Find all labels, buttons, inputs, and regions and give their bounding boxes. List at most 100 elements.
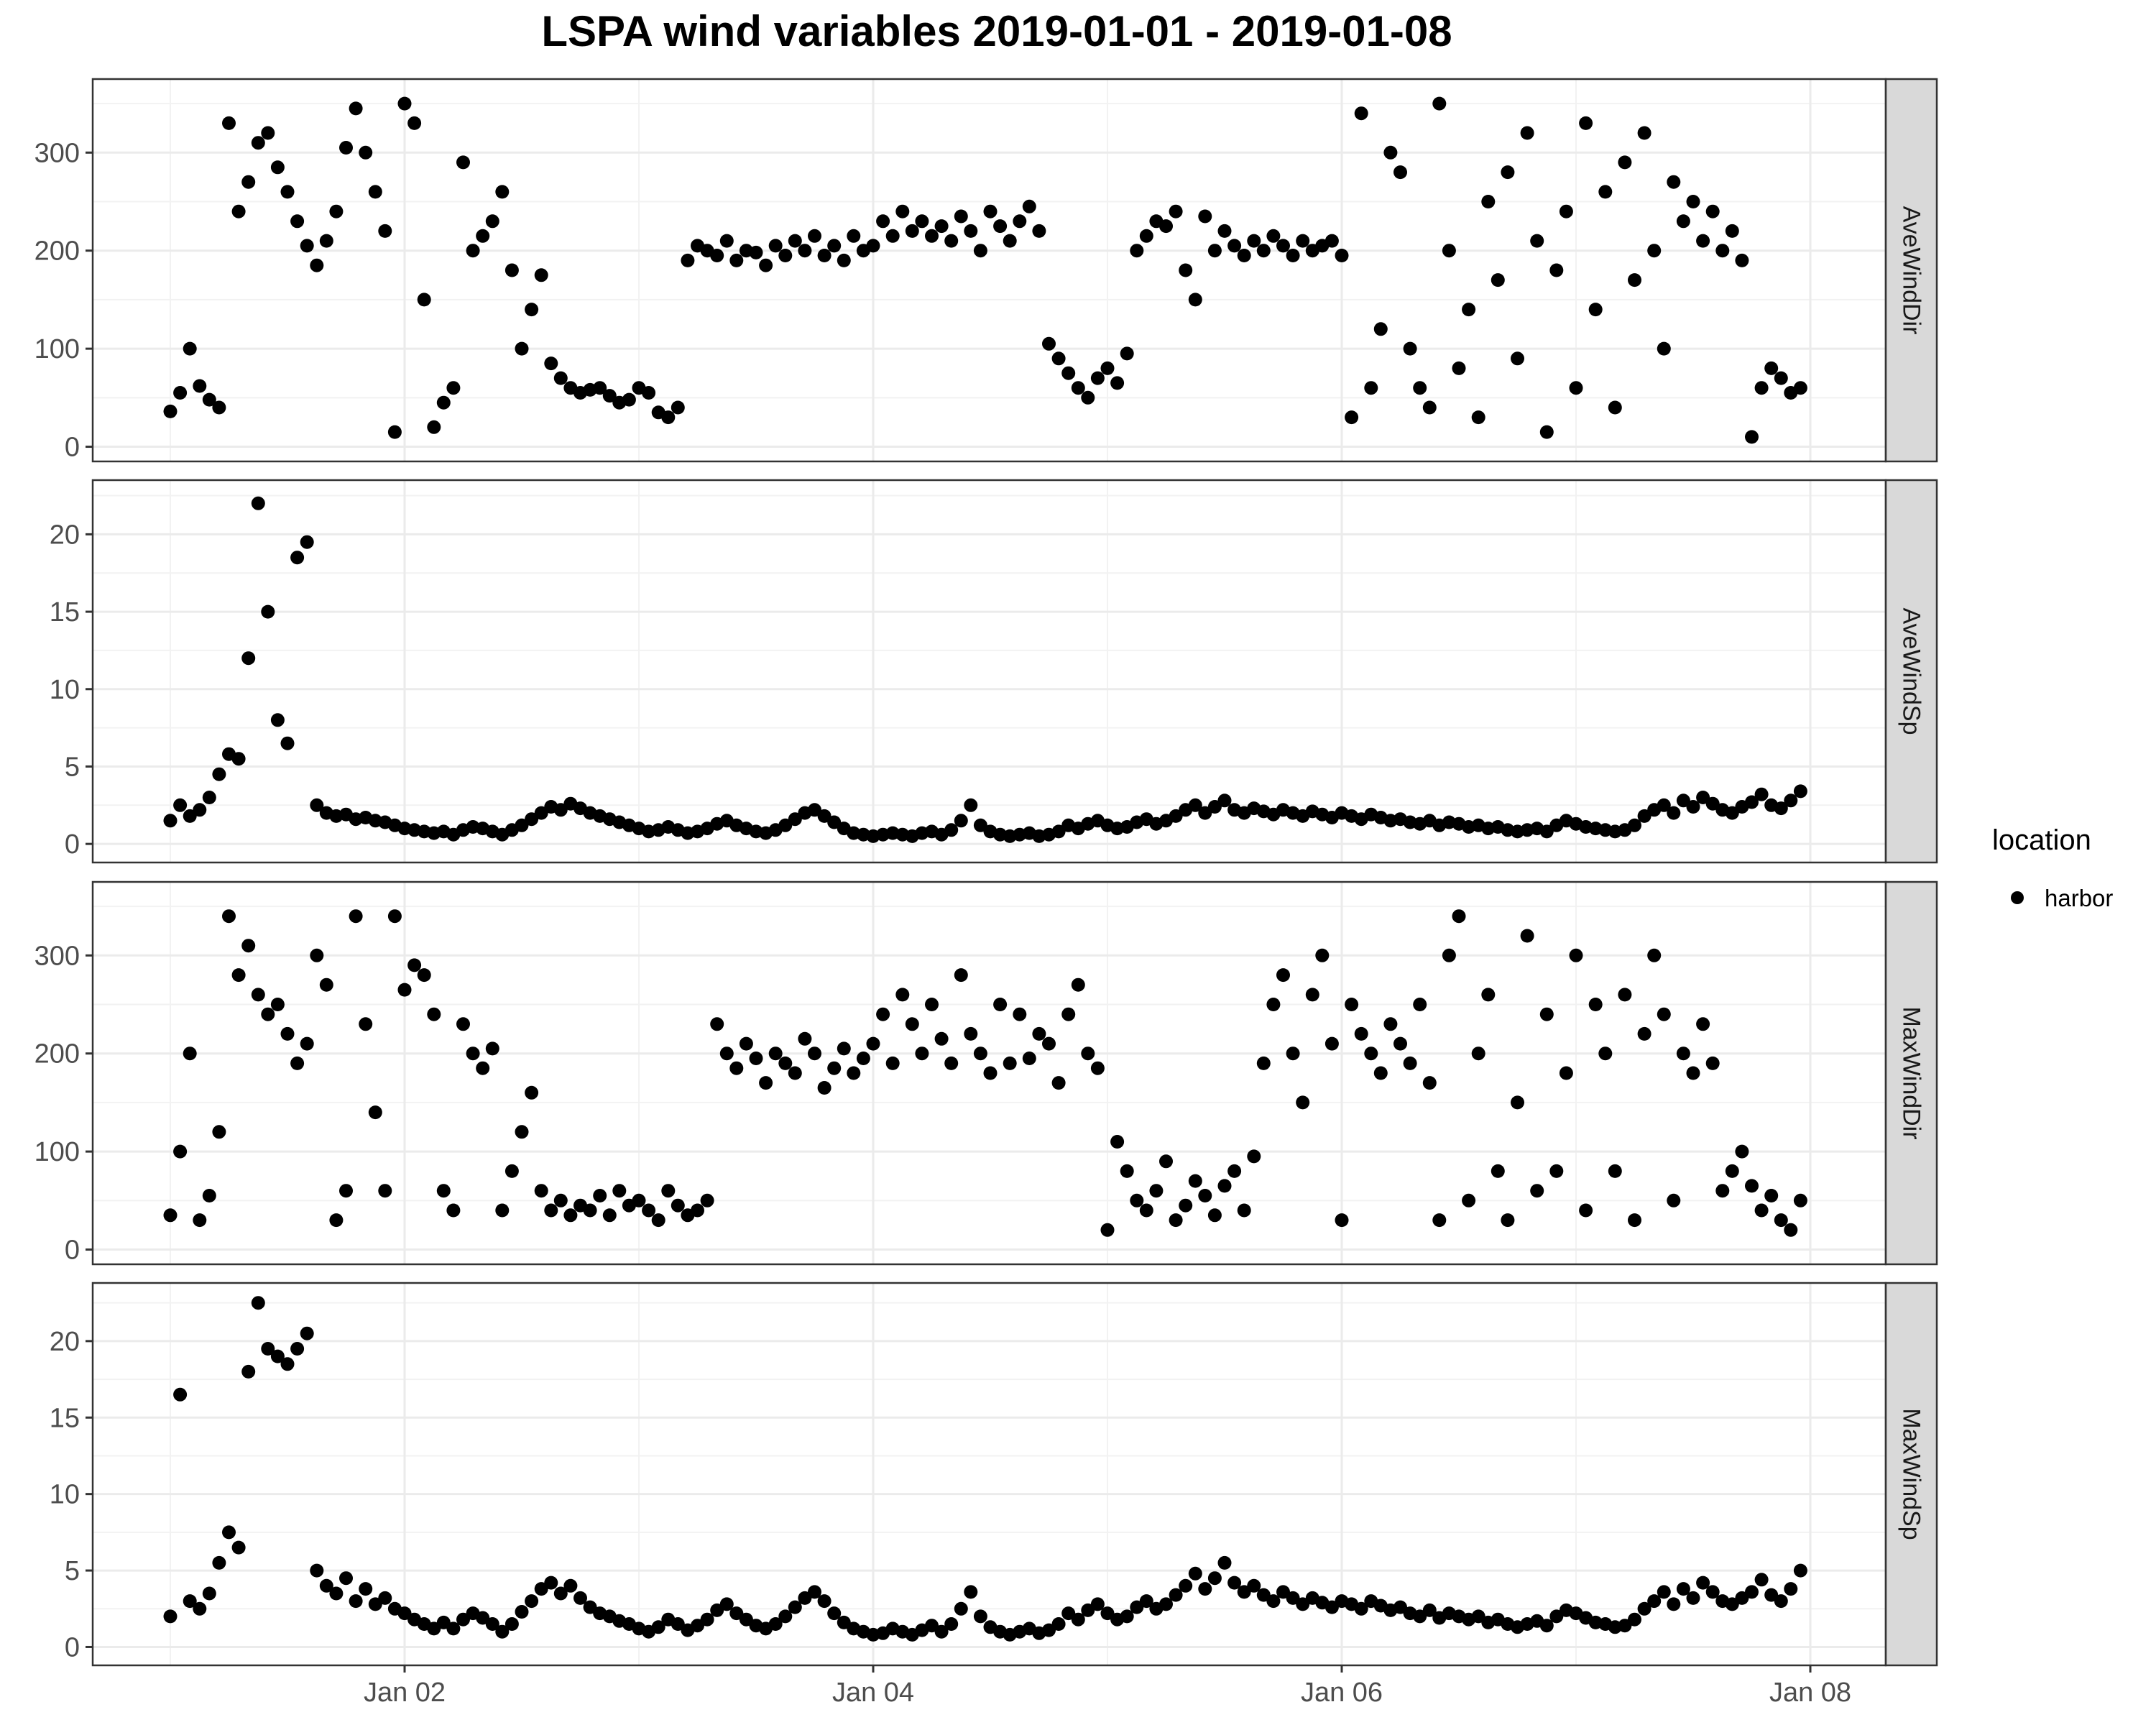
data-point [1207,244,1222,258]
data-point [534,1582,548,1596]
data-point [466,1046,480,1061]
data-point [241,175,256,189]
data-point [300,1326,314,1340]
data-point [1764,361,1779,375]
data-point [1013,214,1027,229]
x-tick-label: Jan 06 [1301,1678,1383,1708]
data-point [515,1605,529,1619]
data-point [1559,204,1573,218]
data-point [1735,1144,1749,1159]
data-point [1061,1007,1076,1021]
series-harbor-maxwinddir [163,909,1807,1237]
data-point [876,214,890,229]
panel-maxwindsp: 0 5 10 15 20 MaxWindSp [50,1282,1938,1667]
data-point [954,1601,968,1616]
data-point [1100,361,1115,375]
facet-strip-label: AveWindSp [1898,607,1925,735]
data-point [691,1203,704,1218]
data-point [1745,795,1759,809]
data-point [1286,1046,1300,1061]
y-tick-label: 100 [34,334,80,364]
data-point [202,1189,216,1202]
data-point [1686,1066,1700,1080]
data-point [1501,165,1515,180]
data-point [1247,1149,1261,1164]
data-point [349,101,363,116]
data-point [436,1615,451,1629]
data-point [359,1582,373,1596]
data-point [1442,244,1456,258]
data-point [310,258,324,272]
data-point [553,803,568,817]
facet-strip [1884,880,1938,1266]
data-point [973,818,987,832]
data-point [1110,376,1125,390]
data-point [1432,96,1447,111]
data-point [1657,341,1671,356]
data-point [1628,273,1641,288]
data-point [808,229,821,243]
data-point [359,1017,373,1031]
data-point [964,1026,978,1041]
data-point [1452,361,1466,375]
data-point [193,1213,207,1228]
data-point [739,1612,753,1627]
data-point [1657,1585,1671,1599]
data-point [1051,1076,1066,1090]
data-point [885,1056,900,1070]
data-point [270,713,285,727]
data-point [1657,1007,1671,1021]
data-point [905,224,919,238]
data-point [710,1603,724,1617]
data-point [1725,806,1739,820]
data-point [485,214,499,229]
data-point [163,1609,178,1624]
y-tick-label: 300 [34,941,80,971]
data-point [1139,229,1153,243]
data-point [1032,224,1046,238]
data-point [1207,1571,1222,1586]
data-point [241,939,256,953]
data-point [1745,1179,1759,1193]
data-point [251,496,265,510]
y-tick-label: 15 [50,1403,80,1433]
data-point [1462,1193,1476,1208]
data-point [417,968,431,983]
data-point [671,1617,685,1631]
data-point [397,1606,412,1621]
data-point [329,1586,344,1601]
data-point [183,1046,197,1061]
facet-strip [1884,78,1938,463]
data-point [1130,1600,1144,1614]
data-point [1247,234,1261,248]
data-point [1032,1026,1046,1041]
data-point [1383,1017,1398,1031]
data-point [1179,263,1193,277]
data-point [1296,234,1310,248]
data-point [1286,249,1300,262]
data-point [1667,175,1681,189]
data-point [270,160,285,175]
series-harbor-avewinddir [163,96,1807,444]
data-point [1227,1164,1242,1178]
data-point [1061,366,1076,380]
data-point [1383,145,1398,160]
data-point [1676,1046,1690,1061]
data-point [1364,1046,1378,1061]
data-point [1676,794,1690,808]
data-point [1354,1601,1368,1616]
data-point [1481,988,1496,1002]
data-point [817,1594,831,1609]
data-point [954,814,968,828]
data-point [1579,1203,1593,1218]
data-point [563,1208,578,1223]
data-point [778,818,793,832]
data-point [1471,1609,1485,1624]
data-point [808,1046,821,1061]
y-tick-label: 0 [65,829,80,860]
y-tick-label: 300 [34,138,80,168]
data-point [1305,988,1319,1002]
data-point [1042,1623,1056,1637]
data-point [1549,1609,1564,1624]
y-tick-label: 0 [65,1632,80,1662]
